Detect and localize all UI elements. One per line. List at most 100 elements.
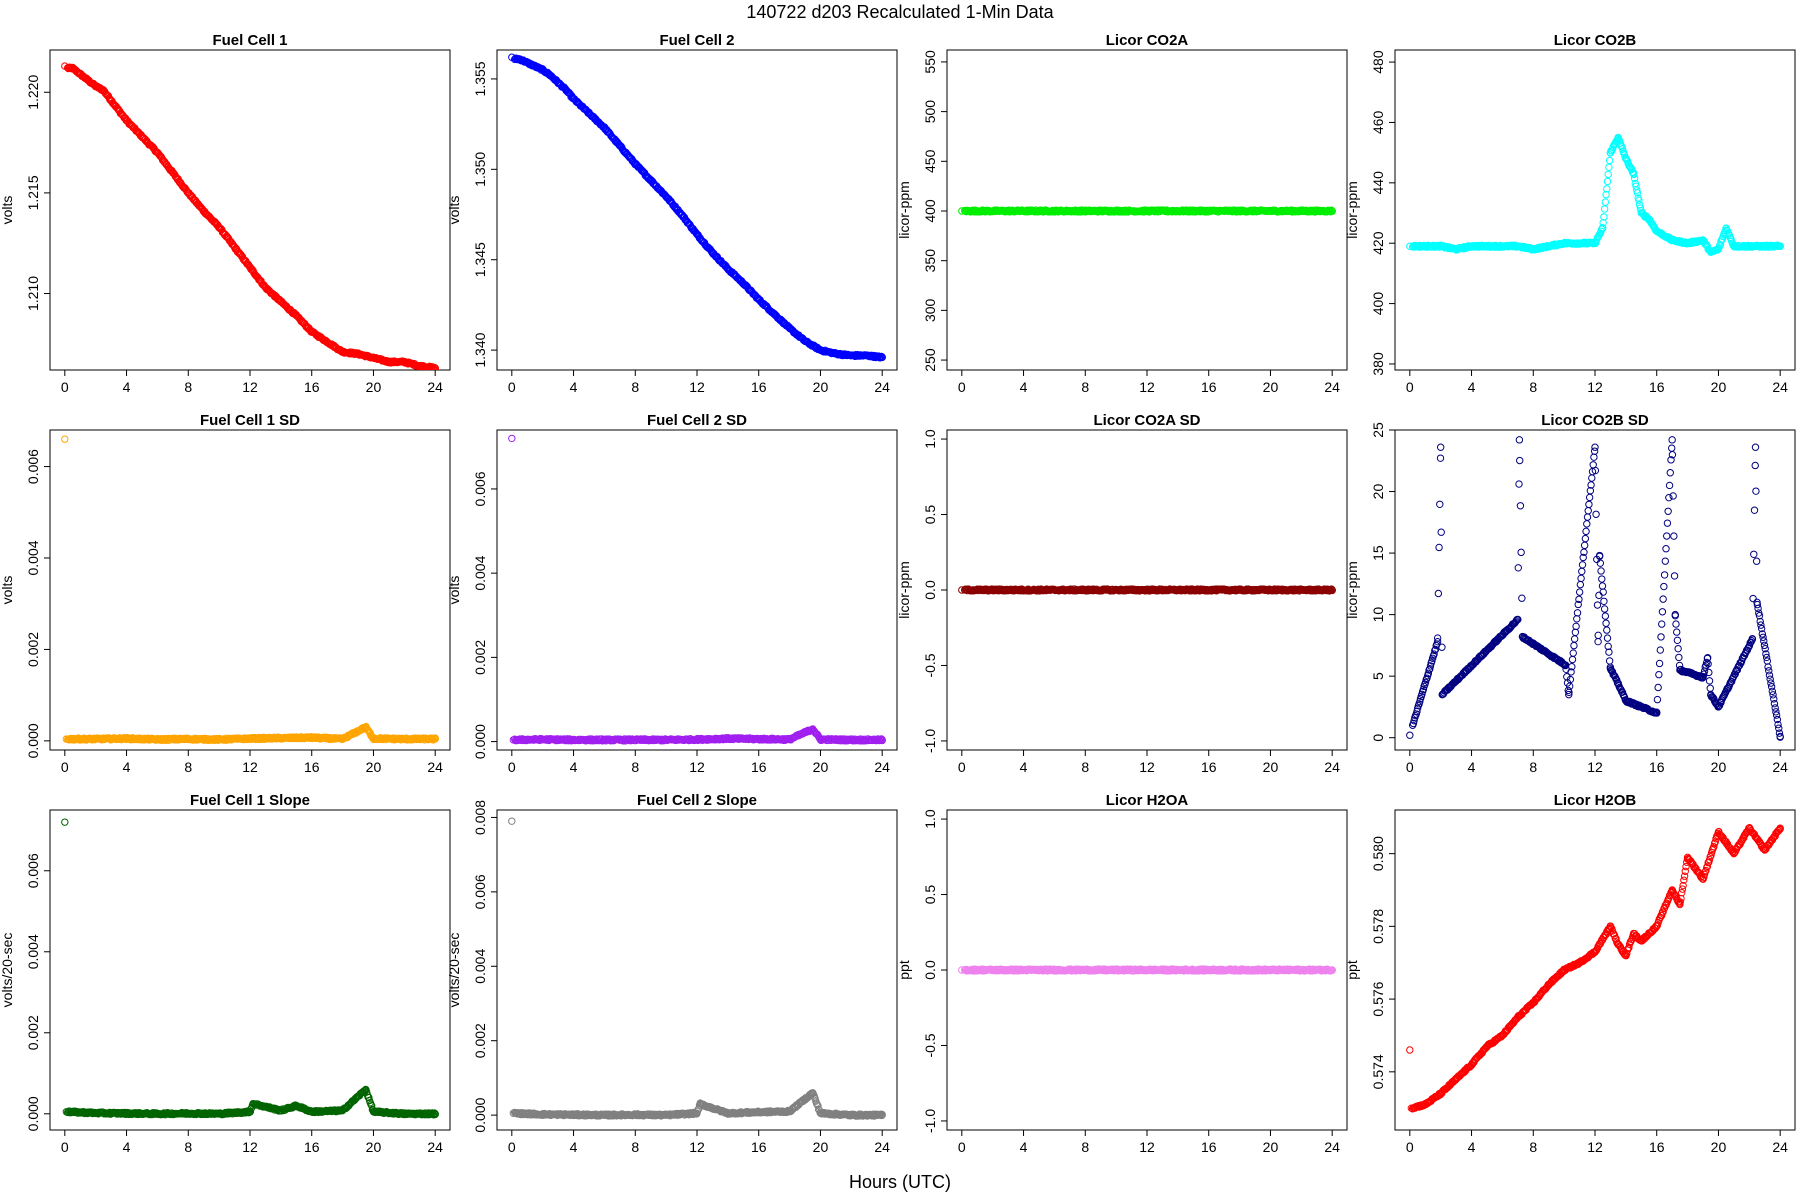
band-point — [1715, 702, 1723, 710]
plot-frame-fc2sd — [496, 429, 898, 751]
band-point — [1653, 695, 1662, 704]
band-point — [1773, 715, 1782, 724]
band-point — [1731, 670, 1739, 678]
band-point — [1570, 635, 1579, 643]
band-point — [1598, 582, 1607, 590]
band-point — [1671, 612, 1679, 620]
band-point — [1662, 545, 1670, 553]
x-tick-label: 24 — [874, 759, 890, 775]
band-point — [1605, 648, 1613, 656]
y-tick-label: 0.004 — [25, 540, 41, 575]
points-fc1slope — [61, 818, 439, 1119]
x-tick-label: 0 — [508, 759, 516, 775]
x-tick-label: 20 — [813, 379, 829, 395]
band-point — [1760, 641, 1769, 650]
y-tick-label: 500 — [922, 100, 938, 124]
band-point — [1655, 659, 1664, 668]
band-point — [1758, 630, 1767, 638]
band-point — [1595, 591, 1603, 600]
x-tick-label: 8 — [184, 759, 192, 775]
band-point — [1580, 548, 1588, 556]
x-tick-label: 20 — [813, 759, 829, 775]
y-tick-label: 400 — [922, 199, 938, 223]
band-point — [1605, 156, 1614, 165]
band-point — [1668, 451, 1677, 459]
x-tick-label: 8 — [1081, 759, 1089, 775]
x-tick-label: 8 — [631, 759, 639, 775]
band-point — [1595, 552, 1604, 560]
x-tick-label: 16 — [304, 1139, 320, 1155]
band-point — [1593, 601, 1602, 609]
band-point — [1584, 507, 1592, 515]
x-tick-label: 12 — [689, 379, 705, 395]
band-point — [1660, 582, 1668, 591]
y-tick-label: 1.210 — [25, 276, 41, 311]
band-point — [1756, 617, 1764, 626]
y-tick-label: 0.5 — [922, 505, 938, 525]
band-point — [1599, 588, 1607, 596]
x-tick-label: 20 — [366, 759, 382, 775]
x-tick-label: 20 — [366, 379, 382, 395]
band-point — [361, 1086, 369, 1095]
data-point — [1591, 443, 1599, 451]
band-point — [1590, 453, 1598, 461]
band-point — [1666, 469, 1674, 477]
band-point — [1586, 487, 1595, 495]
y-tick-label: 1.220 — [25, 75, 41, 110]
band-point — [1661, 557, 1669, 565]
band-point — [1675, 653, 1683, 662]
band-point — [1416, 697, 1424, 706]
panel-title-co2bsd: Licor CO2B SD — [1541, 412, 1649, 429]
band-point — [1605, 657, 1614, 665]
band-point — [1596, 559, 1605, 567]
band-point — [1775, 729, 1784, 737]
y-tick-label: 0.002 — [25, 1015, 41, 1050]
band-point — [1665, 493, 1673, 502]
band-point — [429, 736, 437, 744]
band-point — [1605, 163, 1613, 172]
figure-title: 140722 d203 Recalculated 1-Min Data — [746, 2, 1054, 22]
band-point — [1431, 645, 1440, 654]
y-tick-label: 15 — [1370, 545, 1386, 561]
band-point — [1601, 198, 1610, 206]
points-fc2 — [508, 53, 886, 362]
band-point — [1658, 620, 1666, 628]
points-co2bsd — [1406, 436, 1784, 741]
band-point — [1667, 456, 1675, 464]
band-point — [1765, 671, 1774, 679]
x-tick-label: 24 — [1324, 759, 1340, 775]
band-point — [1766, 675, 1774, 683]
plot-frame-fc1sd — [49, 429, 451, 751]
band-point — [1512, 617, 1520, 625]
band-point — [1327, 206, 1336, 214]
band-point — [1566, 675, 1575, 684]
data-point — [1406, 731, 1414, 739]
band-point — [1757, 621, 1765, 629]
band-point — [1581, 534, 1590, 543]
band-point — [1578, 567, 1586, 576]
y-tick-label: 550 — [922, 50, 938, 74]
band-point — [1569, 649, 1577, 657]
y-tick-label: 450 — [922, 149, 938, 173]
points-co2a — [958, 206, 1336, 216]
panel-ylabel-co2asd: licor-ppm — [896, 561, 912, 619]
panel-title-fc2: Fuel Cell 2 — [659, 32, 734, 49]
y-tick-label: 0.004 — [472, 555, 488, 590]
figure-xlabel: Hours (UTC) — [849, 1172, 951, 1192]
band-point — [1751, 461, 1759, 470]
band-point — [1753, 600, 1762, 609]
panel-title-fc1slope: Fuel Cell 1 Slope — [190, 792, 310, 809]
band-point — [1630, 170, 1638, 179]
x-tick-label: 8 — [1081, 379, 1089, 395]
panel-ylabel-fc1slope: volts/20-sec — [0, 933, 15, 1008]
band-point — [1606, 663, 1615, 671]
band-point — [1755, 612, 1764, 620]
band-point — [1775, 724, 1783, 732]
y-tick-label: 1.215 — [25, 175, 41, 210]
y-tick-label: 420 — [1370, 231, 1386, 255]
band-point — [1598, 575, 1606, 583]
